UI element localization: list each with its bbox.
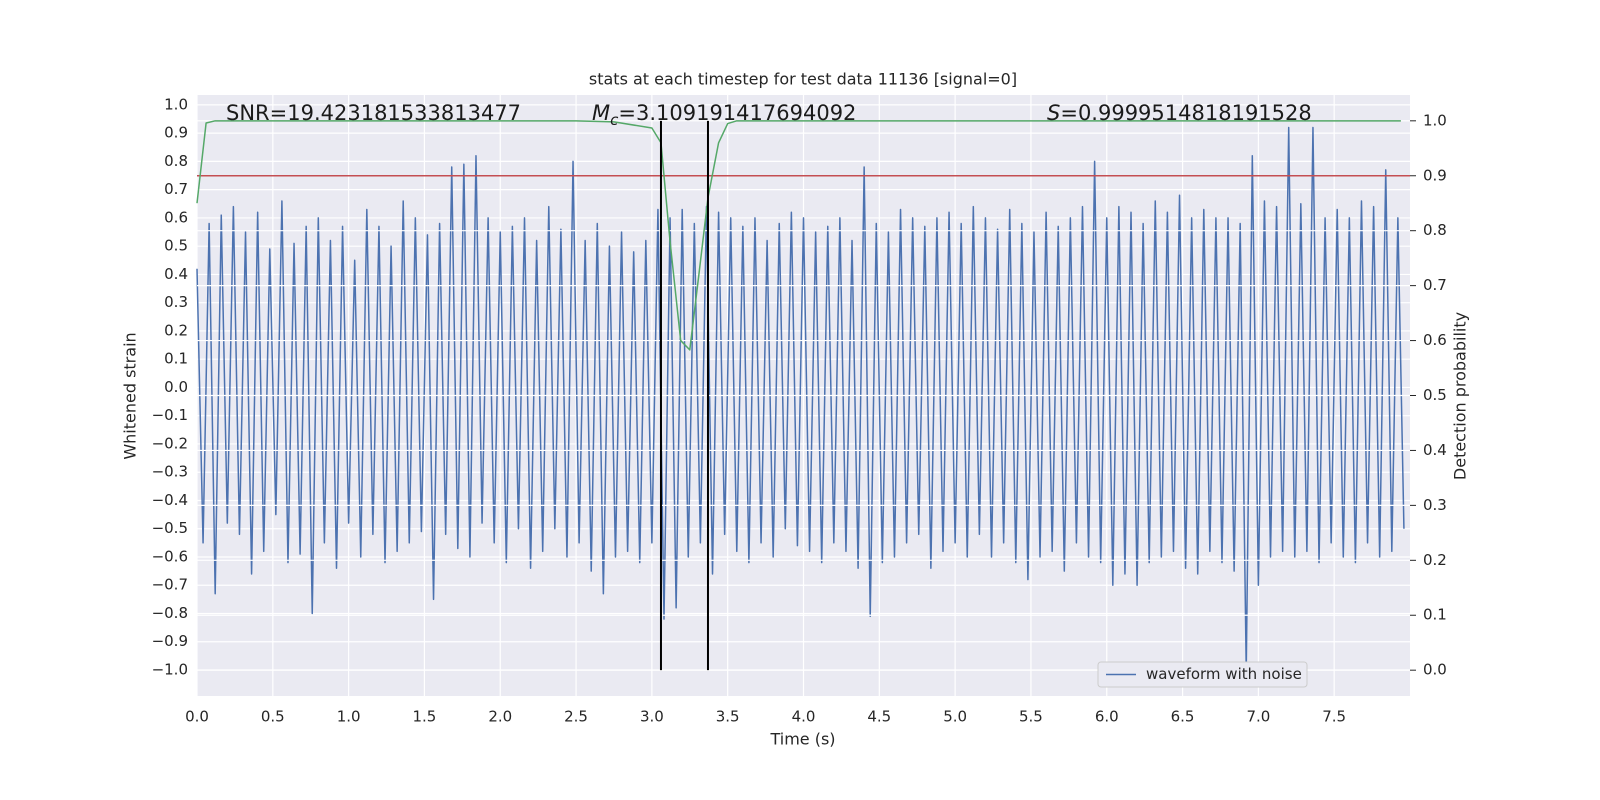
annotation: Mc=3.109191417694092 (592, 101, 856, 129)
annotation-subscript: c (610, 111, 619, 129)
y-tick-label: −0.7 (152, 576, 188, 594)
series-line (196, 126, 1405, 671)
y-tick-label: 0.4 (164, 265, 188, 283)
y2-tick-label: 0.8 (1423, 221, 1447, 239)
annotation-text: SNR=19.423181533813477 (226, 101, 521, 125)
annotation-symbol: M (592, 101, 610, 125)
x-tick-label: 6.0 (1095, 708, 1119, 726)
chart-title: stats at each timestep for test data 111… (589, 70, 1017, 89)
x-tick-label: 4.0 (792, 708, 816, 726)
y-tick-label: 1.0 (164, 95, 188, 113)
x-tick-label: 1.5 (413, 708, 437, 726)
x-tick-label: 0.0 (185, 708, 209, 726)
annotation: SNR=19.423181533813477 (226, 101, 521, 125)
x-tick-label: 3.0 (640, 708, 664, 726)
y-tick-label: −0.9 (152, 632, 188, 650)
y-tick-label: −0.8 (152, 604, 188, 622)
y2-tick-label: 0.1 (1423, 606, 1447, 624)
y-tick-label: 0.8 (164, 152, 188, 170)
x-axis-label: Time (s) (769, 730, 835, 749)
legend-label: waveform with noise (1146, 665, 1302, 683)
y-tick-label: 0.6 (164, 208, 188, 226)
x-tick-label: 3.5 (716, 708, 740, 726)
y-axis-label: Whitened strain (121, 332, 140, 459)
y2-axis-label: Detection probability (1451, 312, 1470, 480)
y2-tick-label: 0.4 (1423, 441, 1447, 459)
x-tick-label: 6.5 (1171, 708, 1195, 726)
annotation-symbol: S (1047, 101, 1060, 125)
series-line (196, 120, 1401, 351)
y-tick-label: −0.1 (152, 406, 188, 424)
y-tick-label: 0.2 (164, 321, 188, 339)
y-tick-label: −0.5 (152, 519, 188, 537)
y2-tick-label: 0.7 (1423, 276, 1447, 294)
y2-tick-label: 0.6 (1423, 331, 1447, 349)
y2-tick-label: 0.9 (1423, 166, 1447, 184)
x-tick-label: 5.0 (943, 708, 967, 726)
annotation-text: =0.9999514818191528 (1060, 101, 1311, 125)
x-tick-label: 0.5 (261, 708, 285, 726)
y-tick-label: 0.0 (164, 378, 188, 396)
annotation-text: =3.109191417694092 (618, 101, 856, 125)
y-tick-label: −0.6 (152, 547, 188, 565)
y2-tick-label: 0.0 (1423, 661, 1447, 679)
y-tick-label: −1.0 (152, 661, 188, 679)
x-tick-label: 4.5 (867, 708, 891, 726)
y-tick-label: −0.3 (152, 463, 188, 481)
y-tick-label: 0.3 (164, 293, 188, 311)
y-tick-label: 0.5 (164, 237, 188, 255)
y2-tick-label: 0.2 (1423, 551, 1447, 569)
y2-tick-label: 0.5 (1423, 386, 1447, 404)
y-tick-label: −0.4 (152, 491, 188, 509)
y2-tick-label: 1.0 (1423, 111, 1447, 129)
legend-box (1097, 661, 1308, 688)
x-tick-label: 1.0 (337, 708, 361, 726)
x-tick-label: 2.5 (564, 708, 588, 726)
y-tick-label: 0.9 (164, 124, 188, 142)
y2-tick-label: 0.3 (1423, 496, 1447, 514)
x-tick-label: 5.5 (1019, 708, 1043, 726)
x-tick-label: 7.0 (1246, 708, 1270, 726)
x-tick-label: 2.0 (488, 708, 512, 726)
y-tick-label: −0.2 (152, 434, 188, 452)
x-tick-label: 7.5 (1322, 708, 1346, 726)
annotation: S=0.9999514818191528 (1047, 101, 1312, 125)
y-tick-label: 0.7 (164, 180, 188, 198)
y-tick-label: 0.1 (164, 350, 188, 368)
